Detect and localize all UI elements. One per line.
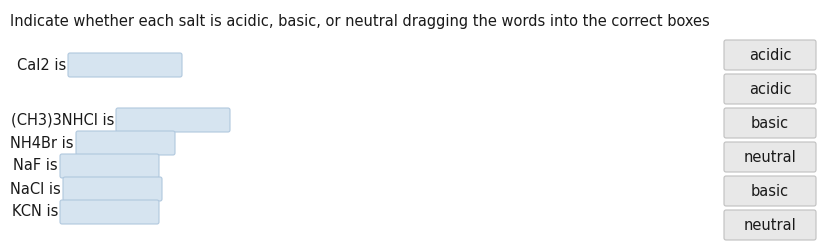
FancyBboxPatch shape — [60, 200, 159, 224]
Text: NH4Br is: NH4Br is — [11, 135, 74, 151]
Text: neutral: neutral — [743, 150, 796, 164]
FancyBboxPatch shape — [724, 142, 816, 172]
Text: Indicate whether each salt is acidic, basic, or neutral dragging the words into : Indicate whether each salt is acidic, ba… — [10, 14, 710, 29]
FancyBboxPatch shape — [63, 177, 162, 201]
Text: Cal2 is: Cal2 is — [17, 58, 66, 72]
Text: NaCl is: NaCl is — [10, 182, 61, 196]
FancyBboxPatch shape — [724, 176, 816, 206]
FancyBboxPatch shape — [724, 210, 816, 240]
FancyBboxPatch shape — [68, 53, 182, 77]
Text: basic: basic — [751, 116, 789, 130]
Text: basic: basic — [751, 184, 789, 198]
Text: neutral: neutral — [743, 217, 796, 233]
Text: (CH3)3NHCl is: (CH3)3NHCl is — [11, 113, 114, 127]
Text: KCN is: KCN is — [12, 205, 58, 219]
FancyBboxPatch shape — [724, 108, 816, 138]
FancyBboxPatch shape — [76, 131, 175, 155]
Text: acidic: acidic — [748, 48, 791, 62]
FancyBboxPatch shape — [724, 40, 816, 70]
Text: acidic: acidic — [748, 82, 791, 96]
FancyBboxPatch shape — [116, 108, 230, 132]
Text: NaF is: NaF is — [13, 158, 58, 174]
FancyBboxPatch shape — [60, 154, 159, 178]
FancyBboxPatch shape — [724, 74, 816, 104]
